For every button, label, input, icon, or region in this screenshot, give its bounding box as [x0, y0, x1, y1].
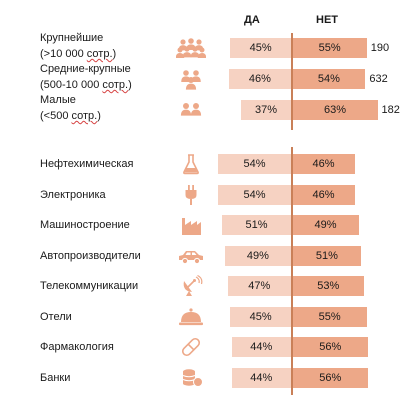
cloche-icon — [179, 307, 203, 325]
plug-icon — [185, 184, 197, 205]
row-label-line: Электроника — [40, 188, 106, 201]
bar-yes — [231, 367, 291, 388]
row-label: Малые (<500 сотр.) — [40, 92, 101, 124]
bar-yes — [241, 100, 291, 120]
bar-no — [292, 215, 359, 235]
satellite-dish-icon — [183, 275, 203, 296]
row-label: Нефтехимическая — [40, 156, 134, 172]
row-label-line: Средние-крупные — [40, 63, 131, 75]
value-label-yes: 45% — [249, 310, 272, 323]
bar-yes — [227, 276, 291, 296]
bar-yes — [218, 184, 291, 205]
row-label: Банки — [40, 370, 70, 386]
value-label-no: 49% — [314, 219, 337, 231]
row-label: Фармакология — [40, 339, 114, 355]
row-label-line: (>10 000 сотр.) — [40, 48, 117, 60]
people-group-large-icon — [176, 38, 206, 58]
value-label-no: 53% — [317, 280, 340, 292]
value-label-yes: 47% — [248, 280, 271, 292]
value-label-yes: 37% — [255, 104, 278, 116]
value-label-no: 51% — [315, 249, 338, 262]
factory-icon — [182, 218, 201, 235]
row-label-line: Крупнейшие — [40, 32, 104, 44]
value-label-no: 46% — [312, 158, 335, 170]
row-label: Автопроизводители — [40, 248, 141, 264]
row-label: Отели — [40, 309, 72, 325]
value-label-no: 55% — [318, 42, 341, 54]
bar-no — [292, 306, 367, 327]
value-label-no: 56% — [319, 341, 342, 353]
respondent-count: 632 — [369, 73, 388, 85]
row-label-line: Телекоммуникации — [40, 280, 139, 292]
value-label-yes: 54% — [243, 188, 266, 201]
value-label-yes: 44% — [250, 371, 273, 384]
value-label-no: 63% — [324, 104, 347, 116]
row-label: Крупнейшие (>10 000 сотр.) — [40, 30, 116, 62]
bar-no — [292, 100, 378, 120]
bar-no — [292, 337, 369, 357]
header-yes: ДА — [244, 14, 260, 26]
bar-no — [292, 38, 367, 58]
value-label-yes: 44% — [250, 341, 273, 353]
row-label: Телекоммуникации — [40, 278, 138, 294]
bar-yes — [218, 154, 291, 174]
row-label: Машиностроение — [40, 217, 130, 233]
row-label-line: Нефтехимическая — [40, 158, 134, 170]
bar-yes — [222, 215, 291, 235]
bar-yes — [230, 306, 291, 327]
row-label: Электроника — [40, 187, 106, 203]
bar-yes — [231, 337, 291, 357]
value-label-no: 56% — [319, 371, 342, 384]
value-label-yes: 46% — [248, 73, 271, 85]
pill-icon — [181, 337, 201, 357]
row-label: Средние-крупные (500-10 000 сотр.) — [40, 61, 132, 93]
bar-yes — [230, 38, 291, 58]
row-label-line: (<500 сотр.) — [40, 110, 101, 122]
center-axis-line — [291, 33, 293, 130]
bar-no — [292, 245, 362, 266]
row-label-line: Малые — [40, 94, 76, 106]
flask-icon — [183, 154, 199, 175]
row-label-line: Фармакология — [40, 341, 114, 353]
row-label-line: Машиностроение — [40, 219, 130, 231]
row-label-line: Банки — [40, 371, 71, 384]
bar-no — [292, 184, 355, 205]
header-no: НЕТ — [316, 14, 338, 26]
value-label-yes: 51% — [245, 219, 268, 231]
bar-no — [292, 276, 365, 296]
value-label-no: 54% — [317, 73, 340, 85]
row-label-line: Автопроизводители — [40, 249, 141, 262]
respondent-count: 182 — [381, 104, 400, 116]
bar-yes — [224, 245, 291, 266]
value-label-yes: 45% — [249, 42, 272, 54]
center-axis-line — [291, 147, 293, 395]
people-group-medium-icon — [181, 70, 201, 90]
respondent-count: 190 — [370, 42, 390, 54]
row-label-line: (500-10 000 сотр.) — [40, 79, 132, 91]
value-label-no: 46% — [312, 188, 335, 201]
car-icon — [179, 250, 203, 264]
value-label-yes: 54% — [243, 158, 266, 170]
bar-yes — [228, 69, 291, 89]
bar-no — [292, 367, 369, 388]
bar-no — [292, 69, 366, 89]
bar-no — [292, 154, 355, 174]
value-label-yes: 49% — [246, 249, 269, 262]
people-group-small-icon — [180, 103, 202, 116]
row-label-line: Отели — [40, 310, 72, 323]
coins-icon — [182, 368, 203, 387]
value-label-no: 55% — [318, 310, 341, 323]
